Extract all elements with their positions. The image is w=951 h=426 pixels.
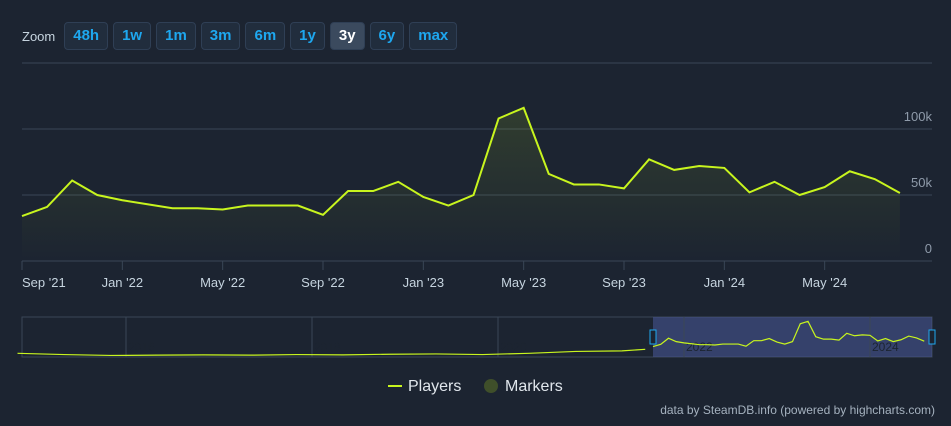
- zoom-button[interactable]: 1w: [113, 22, 152, 50]
- zoom-button[interactable]: 1m: [156, 22, 196, 50]
- y-tick-label: 100k: [904, 109, 933, 124]
- legend-label: Markers: [505, 378, 563, 395]
- series-line: [21, 106, 901, 218]
- y-tick-label: 50k: [911, 175, 932, 190]
- zoom-button[interactable]: 3y: [329, 22, 365, 50]
- zoom-label: Zoom: [22, 28, 56, 44]
- legend-label: Players: [408, 378, 461, 395]
- x-tick-label: May '22: [200, 275, 245, 290]
- navigator-tick-label: 2016: [128, 340, 155, 354]
- navigator-tick-label: 2018: [314, 340, 341, 354]
- navigator-selection: [653, 317, 932, 357]
- zoom-bar: Zoom 48h 1w 1m 3m 6m 1y 3y 6y max: [22, 22, 458, 50]
- zoom-button[interactable]: 1y: [290, 22, 325, 50]
- navigator-line: [17, 348, 646, 357]
- x-tick-label: Sep '23: [602, 275, 646, 290]
- x-tick-label: Sep '21: [22, 275, 66, 290]
- navigator-line: [652, 320, 925, 348]
- credits: data by SteamDB.info (powered by highcha…: [660, 403, 935, 417]
- y-tick-label: 0: [925, 241, 932, 256]
- navigator-handle: [649, 329, 657, 345]
- navigator-handle: [928, 329, 936, 345]
- x-tick-label: May '24: [802, 275, 847, 290]
- legend-symbol: [484, 379, 498, 393]
- x-tick-label: Jan '24: [704, 275, 746, 290]
- x-tick-label: May '23: [501, 275, 546, 290]
- zoom-button[interactable]: 6y: [369, 22, 405, 50]
- zoom-button[interactable]: max: [409, 22, 458, 50]
- zoom-button[interactable]: 6m: [245, 22, 286, 50]
- navigator-tick-label: 2024: [872, 340, 899, 354]
- navigator-tick-label: 2020: [500, 340, 527, 354]
- navigator-tick-label: 2022: [686, 340, 713, 354]
- x-tick-label: Sep '22: [301, 275, 345, 290]
- zoom-button[interactable]: 48h: [64, 22, 109, 50]
- zoom-button[interactable]: 3m: [200, 22, 241, 50]
- area-fill: [22, 107, 900, 261]
- x-tick-label: Jan '23: [403, 275, 445, 290]
- x-tick-label: Jan '22: [102, 275, 144, 290]
